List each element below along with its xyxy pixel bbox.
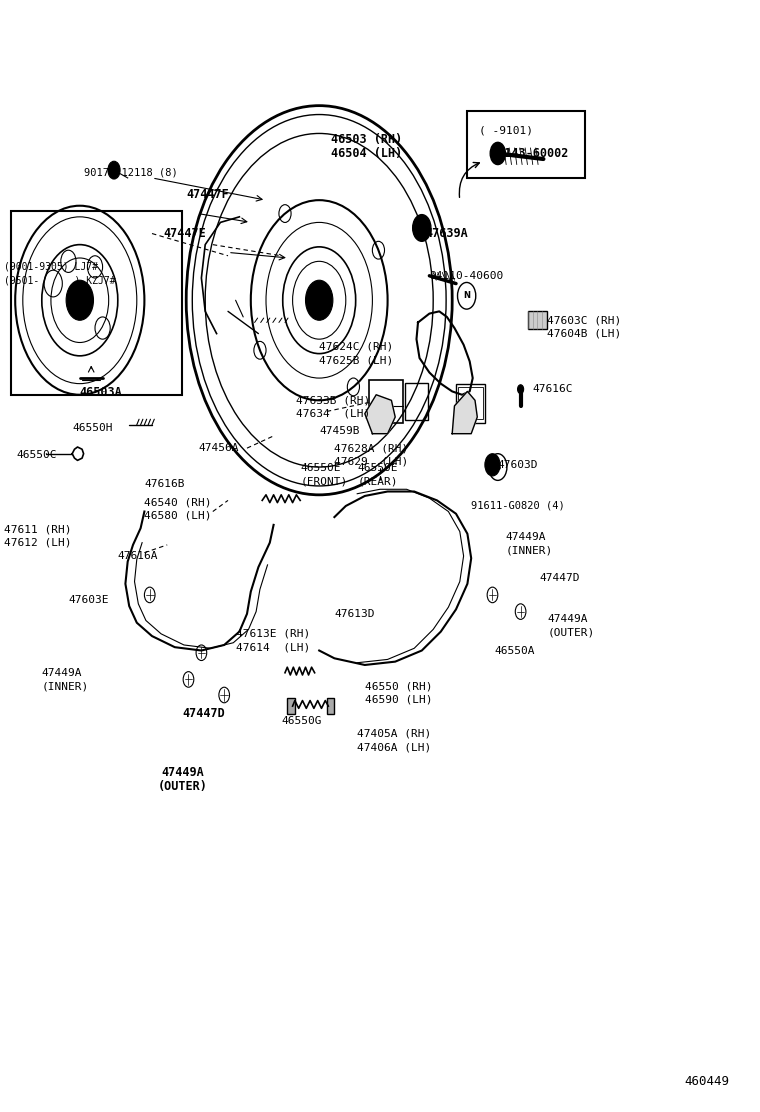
- Text: 47614  (LH): 47614 (LH): [236, 643, 310, 652]
- Text: 47449A: 47449A: [161, 766, 204, 780]
- Text: 47604B (LH): 47604B (LH): [547, 329, 622, 338]
- Text: 47616A: 47616A: [118, 552, 158, 560]
- Circle shape: [108, 161, 120, 179]
- Circle shape: [485, 454, 500, 476]
- Circle shape: [490, 142, 505, 165]
- Polygon shape: [452, 391, 477, 434]
- Bar: [458, 387, 483, 419]
- Text: B: B: [495, 463, 501, 471]
- Text: 47603C (RH): 47603C (RH): [547, 316, 622, 325]
- Text: N: N: [463, 291, 470, 300]
- Text: 47611 (RH): 47611 (RH): [4, 525, 71, 534]
- Text: 47616B: 47616B: [144, 479, 185, 488]
- Text: 94110-40600: 94110-40600: [429, 271, 504, 280]
- Text: 47449A: 47449A: [42, 668, 82, 677]
- Bar: [11, 211, 182, 395]
- Text: 47639A: 47639A: [426, 227, 468, 240]
- Text: 47629  (LH): 47629 (LH): [334, 457, 409, 466]
- Text: 47447D: 47447D: [182, 707, 225, 721]
- Bar: [456, 384, 485, 423]
- Text: 46590 (LH): 46590 (LH): [365, 695, 432, 704]
- Text: (9001-9305) LJ7#: (9001-9305) LJ7#: [4, 262, 98, 271]
- Circle shape: [413, 215, 431, 241]
- Bar: [287, 698, 295, 714]
- Text: 47625B (LH): 47625B (LH): [319, 356, 394, 365]
- Text: (9501-      ) KZJ7#: (9501- ) KZJ7#: [4, 276, 116, 285]
- Text: 47447F: 47447F: [186, 188, 229, 201]
- Text: (REAR): (REAR): [357, 477, 397, 486]
- Bar: [369, 380, 403, 423]
- Circle shape: [66, 280, 93, 320]
- Text: 46550 (RH): 46550 (RH): [365, 682, 432, 691]
- Text: 46540 (RH): 46540 (RH): [144, 498, 212, 507]
- Text: 47634  (LH): 47634 (LH): [296, 409, 371, 418]
- Polygon shape: [365, 395, 395, 434]
- Text: 46550C: 46550C: [17, 450, 57, 459]
- Text: 46503A: 46503A: [80, 386, 122, 399]
- Text: 47447E: 47447E: [163, 227, 206, 240]
- Text: 47449A: 47449A: [505, 533, 546, 542]
- Text: 460449: 460449: [685, 1074, 730, 1088]
- Text: 46550G: 46550G: [281, 716, 321, 725]
- Text: (INNER): (INNER): [42, 682, 89, 691]
- Text: 47613E (RH): 47613E (RH): [236, 629, 310, 638]
- Text: 46550A: 46550A: [494, 646, 534, 655]
- Text: 90143-60002: 90143-60002: [490, 147, 568, 160]
- Text: 47613D: 47613D: [334, 609, 375, 618]
- Text: 90179-12118 (8): 90179-12118 (8): [84, 168, 177, 177]
- Circle shape: [306, 280, 333, 320]
- Text: 46503 (RH): 46503 (RH): [331, 132, 402, 146]
- Text: 47449A: 47449A: [547, 615, 587, 624]
- Text: ( -9101): ( -9101): [479, 126, 533, 135]
- Text: 47612 (LH): 47612 (LH): [4, 538, 71, 547]
- Text: 91611-G0820 (4): 91611-G0820 (4): [471, 502, 565, 510]
- Text: (FRONT): (FRONT): [300, 477, 347, 486]
- Text: 47603D: 47603D: [498, 460, 538, 469]
- Circle shape: [518, 385, 524, 394]
- Text: 47633B (RH): 47633B (RH): [296, 396, 371, 405]
- Text: 47459B: 47459B: [319, 427, 359, 436]
- Text: (OUTER): (OUTER): [157, 780, 207, 793]
- Text: 47447D: 47447D: [540, 574, 580, 583]
- Bar: [327, 698, 334, 714]
- Text: 46550E: 46550E: [357, 464, 397, 473]
- Text: 47603E: 47603E: [68, 596, 109, 605]
- Bar: [528, 311, 547, 329]
- Text: 47628A (RH): 47628A (RH): [334, 444, 409, 453]
- Text: (OUTER): (OUTER): [547, 628, 594, 637]
- Text: 46504 (LH): 46504 (LH): [331, 147, 402, 160]
- Text: 47456A: 47456A: [199, 444, 239, 453]
- Bar: [467, 111, 585, 178]
- Text: 47405A (RH): 47405A (RH): [357, 729, 432, 738]
- Text: 46550E: 46550E: [300, 464, 340, 473]
- Text: 46580 (LH): 46580 (LH): [144, 512, 212, 520]
- Text: 47406A (LH): 47406A (LH): [357, 743, 432, 752]
- Text: 46550H: 46550H: [72, 424, 112, 433]
- Bar: [405, 383, 428, 420]
- Text: (INNER): (INNER): [505, 546, 553, 555]
- Text: 47624C (RH): 47624C (RH): [319, 342, 394, 351]
- Text: 47616C: 47616C: [532, 385, 572, 394]
